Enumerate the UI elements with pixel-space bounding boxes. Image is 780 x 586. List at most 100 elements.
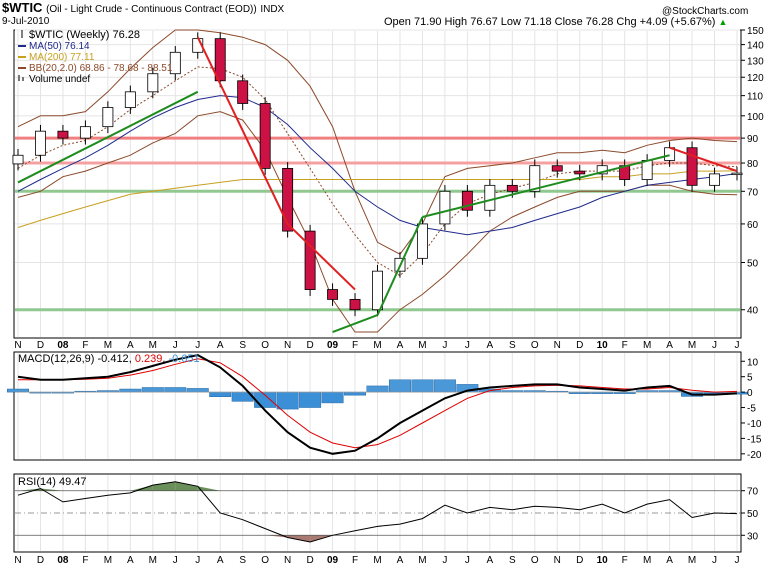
trendline-down-2010 (669, 146, 738, 173)
x-tick-label: M (418, 555, 426, 566)
x-tick-label: F (82, 555, 88, 566)
macd-histogram-bar (254, 391, 277, 408)
rsi-line (17, 481, 738, 543)
x-tick-label: F (352, 555, 358, 566)
x-tick-label: J (465, 555, 470, 566)
candle (282, 167, 294, 232)
rsi-oversold-fill (287, 535, 311, 542)
x-tick-label: N (14, 340, 21, 351)
x-tick-label: J (735, 555, 740, 566)
legend-swatch (18, 75, 20, 81)
legend-entry: $WTIC (Weekly) 76.28 (29, 29, 140, 41)
candle (529, 165, 541, 192)
y-tick-label: 5 (747, 373, 753, 384)
x-tick-label: F (622, 340, 628, 351)
y-tick-label: -5 (747, 404, 756, 415)
candle (327, 289, 339, 300)
x-tick-label: J (173, 555, 178, 566)
symbol-label: $WTIC (2, 0, 43, 15)
macd-label: MACD(12,26,9) -0.412, 0.239, -0.651 (18, 353, 200, 365)
x-tick-label: D (576, 555, 583, 566)
x-tick-label: S (509, 340, 516, 351)
chart-date: 9-Jul-2010 (2, 16, 50, 27)
x-tick-label: O (531, 340, 539, 351)
x-tick-label: N (554, 340, 561, 351)
macd-histogram-bar (299, 391, 322, 408)
candle (461, 190, 473, 211)
ma50-line (17, 95, 738, 236)
x-tick-label: N (284, 340, 291, 351)
x-tick-label: A (217, 555, 224, 566)
bb-lower-line (17, 111, 738, 333)
y-tick-label: 50 (747, 259, 759, 270)
candle (416, 223, 428, 259)
x-tick-label: O (261, 340, 269, 351)
x-tick-label: M (149, 340, 157, 351)
x-tick-label: J (195, 340, 200, 351)
candle (574, 170, 586, 175)
x-tick-label: D (306, 555, 313, 566)
x-tick-label: D (37, 340, 44, 351)
candle (709, 173, 720, 186)
candle (35, 130, 46, 156)
trendline-down-late-2008 (286, 223, 356, 291)
candle (259, 103, 271, 169)
exchange-label: INDX (260, 4, 285, 15)
rsi-oversold-fill (265, 535, 288, 538)
trendline-up-2009-2010 (422, 154, 670, 218)
x-tick-label: A (397, 340, 404, 351)
x-tick-label: F (352, 340, 358, 351)
x-tick-label: J (195, 555, 200, 566)
x-tick-label: J (442, 555, 447, 566)
y-tick-label: -20 (747, 450, 762, 461)
y-tick-label: 100 (747, 112, 764, 123)
x-tick-label: D (37, 555, 44, 566)
x-tick-label: A (666, 340, 673, 351)
x-tick-label: A (487, 340, 494, 351)
candle (372, 270, 383, 311)
x-tick-label: 08 (57, 340, 69, 351)
candle (506, 184, 518, 192)
y-tick-label: 70 (747, 487, 759, 498)
x-tick-label: N (554, 555, 561, 566)
rsi-label: RSI(14) 49.47 (18, 476, 86, 488)
x-tick-label: M (418, 340, 426, 351)
rsi-overbought-fill (130, 485, 153, 491)
x-tick-label: J (173, 340, 178, 351)
x-tick-label: M (688, 340, 696, 351)
trendline-down-2008 (196, 36, 289, 225)
y-tick-label: 110 (747, 92, 763, 103)
candle (12, 154, 24, 165)
x-tick-label: M (688, 555, 696, 566)
up-arrow-icon: ▲ (718, 17, 728, 27)
macd-histogram-bar (276, 391, 299, 410)
x-tick-label: J (442, 340, 447, 351)
y-tick-label: 120 (747, 73, 764, 84)
y-tick-label: 0 (747, 388, 753, 399)
y-tick-label: 60 (747, 220, 759, 231)
x-tick-label: A (217, 340, 224, 351)
y-tick-label: 50 (747, 509, 759, 520)
candle (551, 165, 563, 172)
y-tick-label: 90 (747, 134, 759, 145)
legend-entry: MA(50) 76.14 (29, 41, 90, 52)
x-tick-label: D (576, 340, 583, 351)
rsi-overbought-fill (175, 481, 198, 491)
candle (484, 184, 496, 211)
x-tick-label: 10 (597, 340, 609, 351)
macd-histogram-bar (321, 391, 344, 404)
candle (169, 51, 181, 75)
y-tick-label: 140 (747, 41, 764, 52)
x-tick-label: 10 (597, 555, 609, 566)
macd-histogram-bar (186, 388, 209, 393)
macd-histogram-bar (366, 385, 389, 393)
macd-label-part: -0.651 (168, 353, 199, 365)
macd-label-part: 0.239 (135, 353, 163, 365)
y-tick-label: -15 (747, 434, 762, 445)
rsi-overbought-fill (152, 481, 176, 491)
rsi-overbought-fill (197, 486, 221, 491)
legend-swatch (22, 77, 24, 81)
quote-values: Open 71.90 High 76.67 Low 71.18 Close 76… (384, 16, 716, 28)
quote-line: Open 71.90 High 76.67 Low 71.18 Close 76… (384, 16, 727, 28)
